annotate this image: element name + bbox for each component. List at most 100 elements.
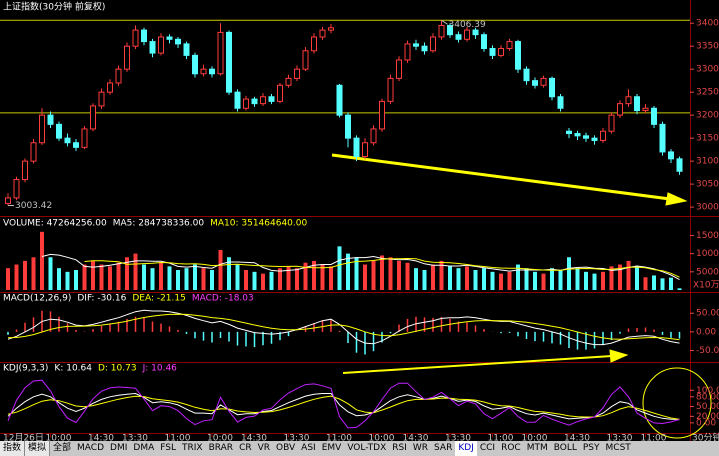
indicator-line <box>84 257 680 278</box>
candle-body <box>481 34 487 49</box>
volume-bar <box>159 262 163 290</box>
tab[interactable]: MCST <box>605 443 631 453</box>
candle-body <box>39 114 45 144</box>
tab[interactable]: TRIX <box>182 443 203 453</box>
tab[interactable]: FSL <box>160 443 176 453</box>
x-tick-label: 10:00 <box>46 434 72 442</box>
tab[interactable]: MACD <box>77 443 105 453</box>
volume-bar <box>550 268 554 290</box>
tab[interactable]: WR <box>412 443 429 453</box>
candle-body <box>319 29 326 38</box>
candle-body <box>22 160 28 181</box>
x-tick-label: 11:00 <box>165 434 191 442</box>
volume-bar <box>14 264 19 290</box>
volume-bar <box>31 257 36 290</box>
candle-body <box>183 43 190 56</box>
candle-body <box>387 77 394 102</box>
tab[interactable]: 模拟 <box>25 441 51 456</box>
indicator-tabs[interactable]: 指数 模拟 全部 MACD DMI DMA FSL TRIX BRAR CR VR OBV ASI EMV… <box>0 441 719 456</box>
tab[interactable]: KDJ <box>455 441 477 456</box>
tab[interactable]: RSI <box>392 443 407 453</box>
candle-body <box>608 114 615 132</box>
indicator-legend: VOLUME: 47264256.00 <box>3 219 107 229</box>
candle-body <box>141 29 147 43</box>
tab[interactable]: VR <box>257 443 271 453</box>
tab[interactable]: MTM <box>526 443 548 453</box>
candle-body <box>81 128 88 148</box>
frame <box>0 0 719 441</box>
volume-bar <box>516 264 520 290</box>
volume-bar <box>558 270 563 290</box>
volume-bar <box>533 271 537 290</box>
tab[interactable]: 指数 <box>0 441 26 456</box>
candle-body <box>132 29 139 47</box>
volume-bar <box>329 266 333 290</box>
tab[interactable]: DMA <box>133 443 155 453</box>
candle-body <box>438 24 445 38</box>
tab[interactable]: ASI <box>301 443 316 453</box>
volume-bar <box>601 271 605 290</box>
y-tick-label: -50.00 <box>696 346 719 356</box>
tab[interactable]: SAR <box>434 443 453 453</box>
tab[interactable]: ROC <box>501 443 521 453</box>
tab[interactable]: VOL-TDX <box>347 443 387 453</box>
volume-bar <box>133 253 138 290</box>
tab[interactable]: DMI <box>110 443 128 453</box>
candle-body <box>345 114 351 139</box>
candle-body <box>158 36 164 54</box>
candle-body <box>107 82 113 93</box>
candle-body <box>634 96 640 112</box>
tab[interactable]: EMV <box>321 443 342 453</box>
volume-bar <box>473 270 478 290</box>
highlight-circle <box>642 367 712 439</box>
candle-body <box>5 197 11 204</box>
y-tick-label: 3400 <box>696 19 719 29</box>
volume-bar <box>397 260 401 290</box>
indicator-line <box>41 253 680 281</box>
volume-bar <box>193 264 197 290</box>
x-tick-label: 14:30 <box>88 434 114 442</box>
candle-body <box>651 107 657 125</box>
candle-body <box>277 84 283 102</box>
volume-bar <box>584 271 588 290</box>
tab[interactable]: CCI <box>479 443 496 453</box>
tab[interactable]: PSY <box>582 443 600 453</box>
candle-body <box>549 77 555 98</box>
volume-bar <box>278 268 282 290</box>
tab[interactable]: CR <box>239 443 252 453</box>
candle-body <box>115 68 122 84</box>
candle-body <box>353 137 360 158</box>
candle-body <box>625 96 632 105</box>
volume-bar <box>422 270 427 290</box>
volume-bar <box>524 268 529 290</box>
x-tick-label: 14:30 <box>241 434 267 442</box>
candle-body <box>396 59 402 79</box>
candle-body <box>285 77 292 86</box>
candle-body <box>523 68 530 82</box>
candle-body <box>328 27 334 31</box>
tab[interactable]: OBV <box>276 443 296 453</box>
y-tick-label: 0.00 <box>696 418 716 428</box>
indicator-legend: DEA: -21.15 <box>132 294 186 304</box>
tab[interactable]: BOLL <box>553 443 577 453</box>
candle-body <box>566 130 572 135</box>
volume-bar <box>108 266 112 290</box>
volume-bar <box>626 260 631 290</box>
tab[interactable]: 全部 <box>53 443 72 453</box>
candle-body <box>498 47 504 56</box>
candle-body <box>234 91 241 109</box>
candle-body <box>175 38 181 45</box>
volume-bar <box>490 271 495 290</box>
x-tick-label: 13:30 <box>607 434 633 442</box>
chart-title: 上证指数(30分钟 前复权) <box>3 1 105 13</box>
candle-body <box>192 54 198 75</box>
candle-body <box>574 133 581 137</box>
volume-bar <box>252 271 257 290</box>
y-tick-label: 3150 <box>696 134 719 144</box>
volume-bar <box>431 264 435 290</box>
tab[interactable]: BRAR <box>208 443 234 453</box>
y-tick-label: 3000 <box>696 203 719 213</box>
volume-bar <box>65 271 70 290</box>
volume-bar <box>465 266 469 290</box>
volume-bar <box>201 268 206 290</box>
